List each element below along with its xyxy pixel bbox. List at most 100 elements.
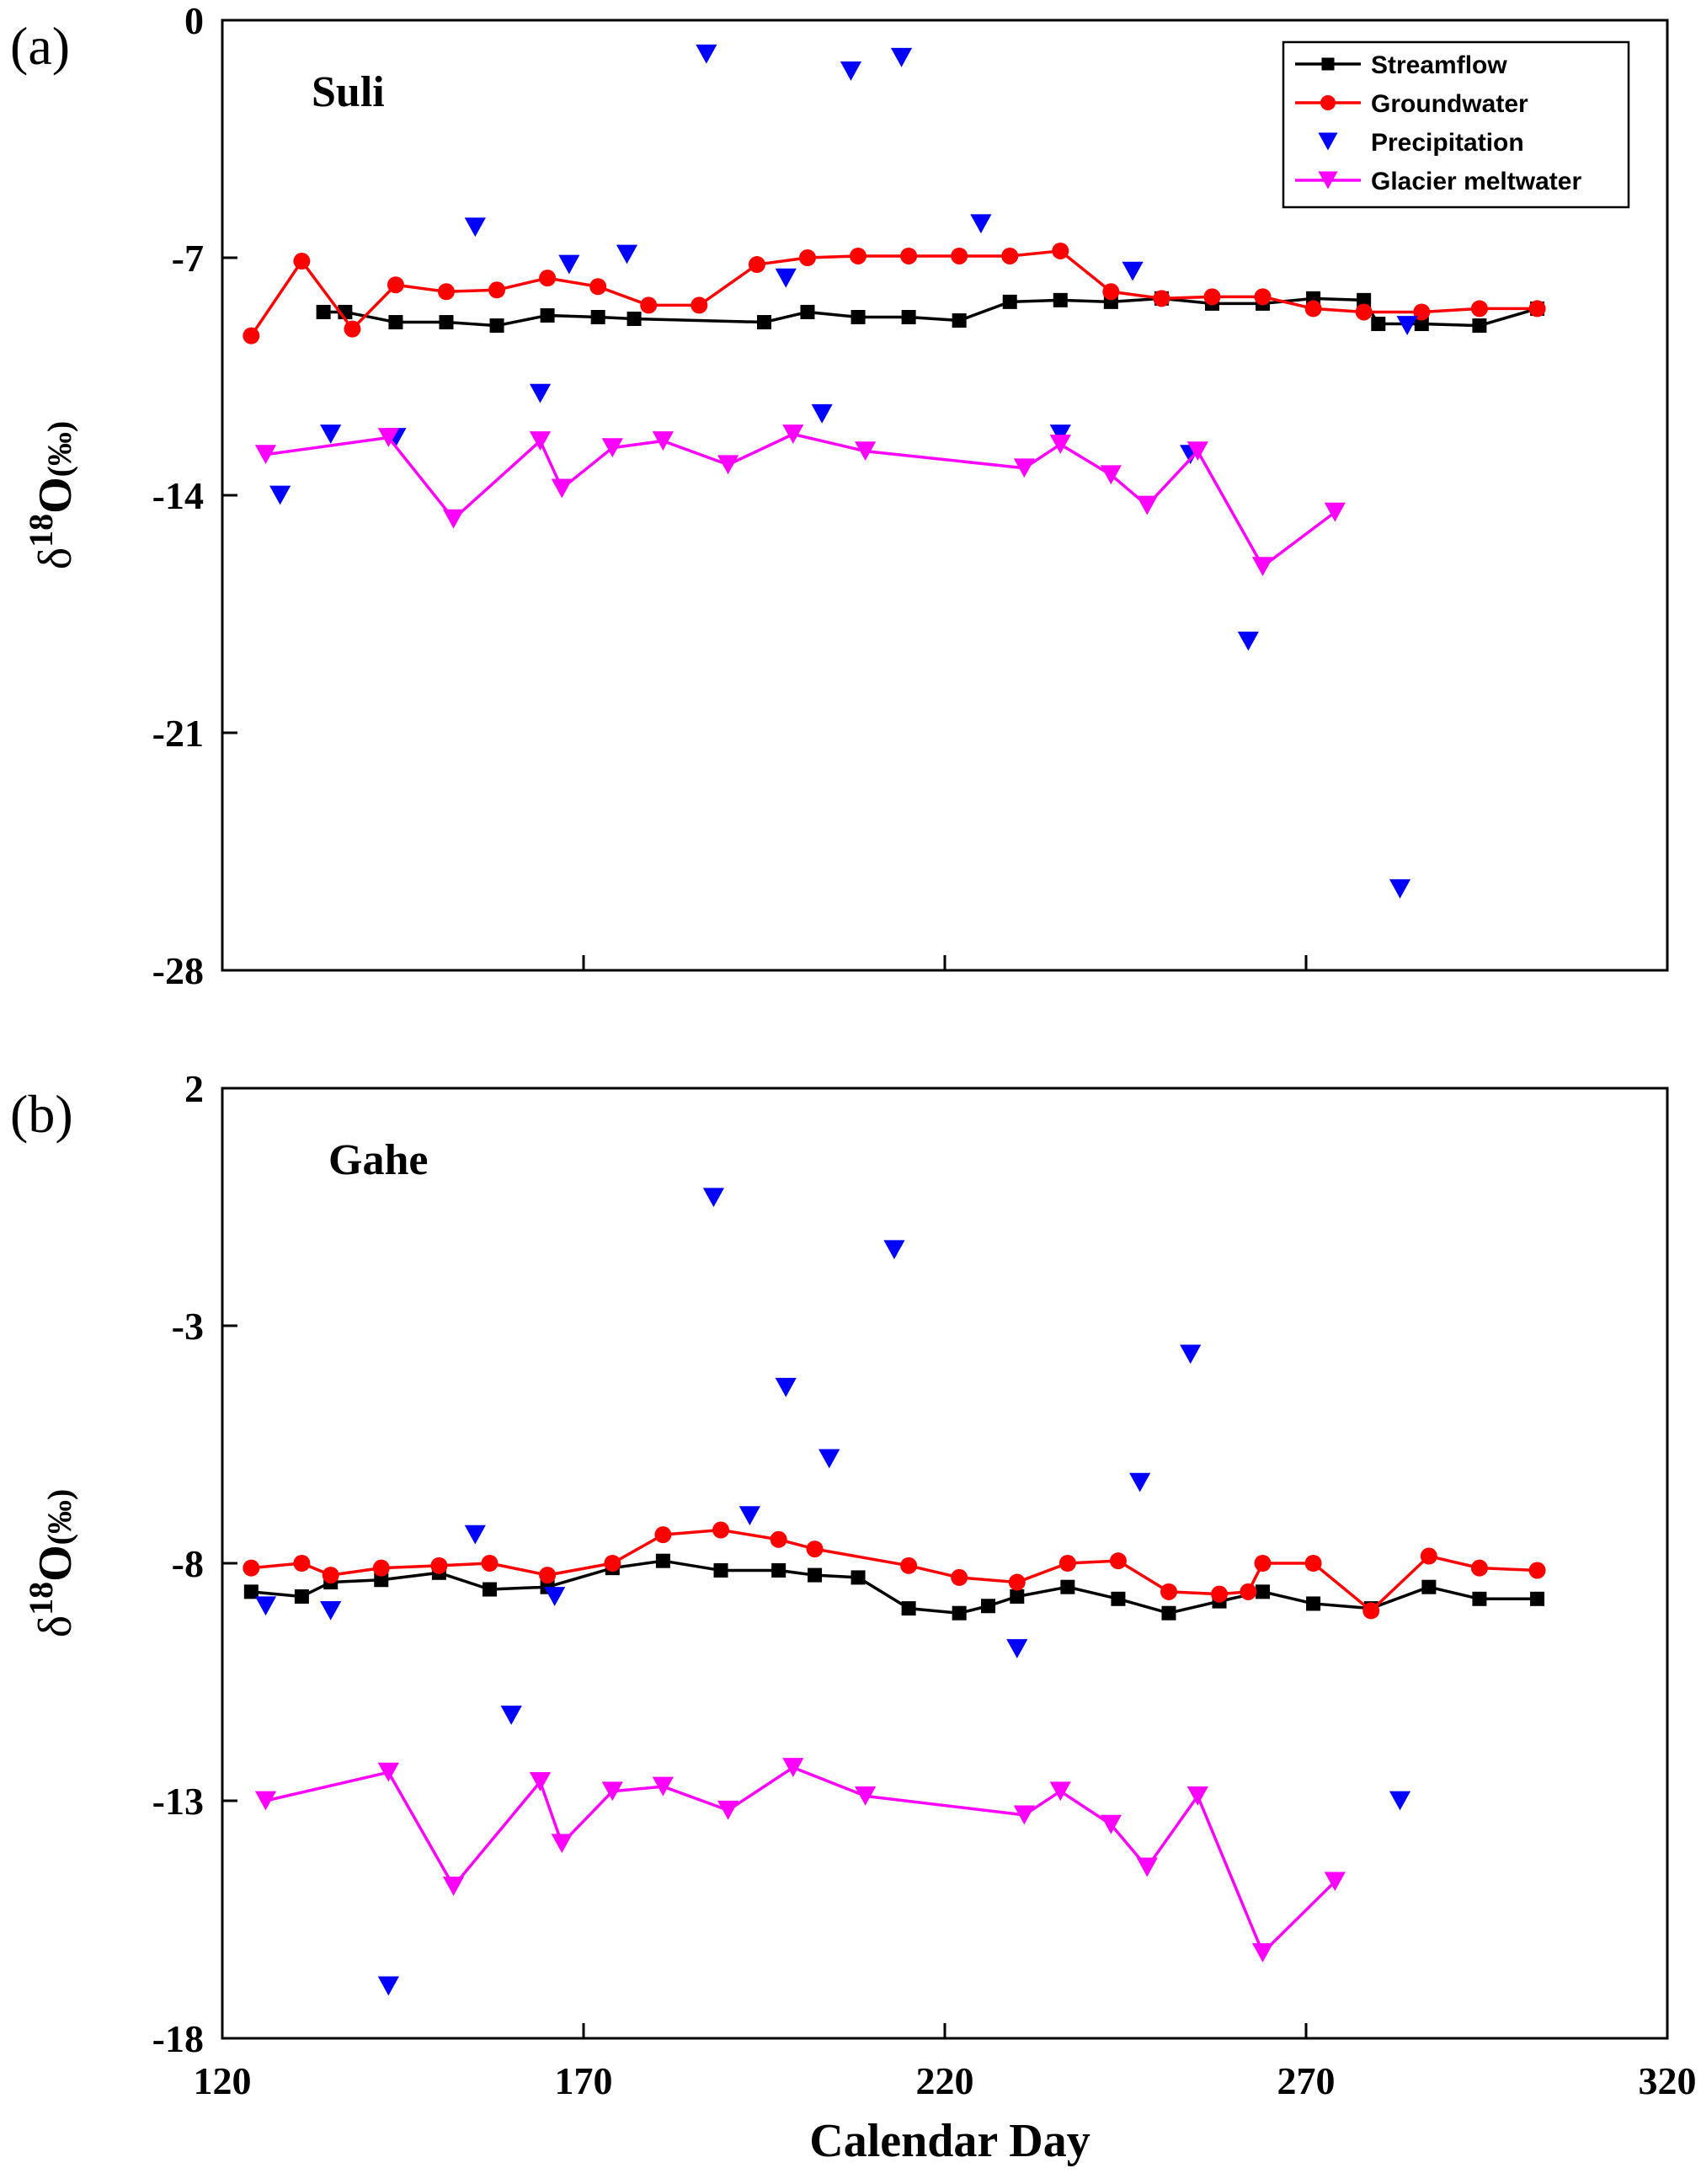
- data-point: [800, 304, 815, 319]
- data-point: [712, 1521, 730, 1539]
- data-point: [808, 1567, 823, 1583]
- series-line: [265, 1765, 1336, 1955]
- data-point: [1530, 1591, 1545, 1606]
- data-point: [717, 455, 739, 475]
- data-point: [1396, 316, 1418, 335]
- data-point: [952, 1605, 967, 1621]
- y-tick-label: -8: [172, 1542, 204, 1585]
- data-point: [654, 1526, 672, 1544]
- data-point: [320, 425, 342, 444]
- data-point: [322, 1567, 339, 1584]
- data-point: [1254, 1555, 1272, 1572]
- data-point: [1006, 1639, 1028, 1658]
- data-point: [243, 1559, 260, 1577]
- data-point: [1100, 1814, 1122, 1834]
- legend-label: Streamflow: [1371, 51, 1507, 79]
- site-label: Gahe: [328, 1136, 428, 1184]
- data-point: [387, 276, 404, 294]
- data-point: [840, 61, 862, 81]
- data-point: [590, 310, 605, 324]
- data-point: [254, 1791, 277, 1811]
- data-point: [1256, 1584, 1271, 1599]
- data-point: [1102, 283, 1120, 301]
- data-point: [437, 283, 455, 301]
- data-point: [254, 445, 277, 465]
- data-point: [1528, 1562, 1546, 1579]
- data-point: [890, 47, 913, 67]
- data-point: [1211, 1585, 1229, 1603]
- data-point: [529, 383, 552, 403]
- data-point: [757, 315, 771, 330]
- data-point: [293, 1555, 311, 1572]
- y-axis-title-unit: (‰): [40, 1489, 78, 1546]
- data-point: [855, 441, 877, 462]
- data-point: [951, 1568, 968, 1586]
- data-point: [558, 254, 580, 275]
- legend-marker: [1318, 171, 1338, 190]
- data-point: [551, 1834, 573, 1854]
- y-tick-label: -21: [152, 712, 204, 755]
- data-point: [1049, 435, 1071, 454]
- series-precipitation: [269, 44, 1418, 899]
- data-point: [1008, 1573, 1026, 1591]
- data-point: [374, 1573, 389, 1588]
- data-point: [1528, 300, 1546, 318]
- legend-marker: [1318, 132, 1338, 151]
- data-point: [1058, 1555, 1076, 1572]
- series-glacier-meltwater: [254, 1758, 1346, 1962]
- data-point: [1421, 1579, 1437, 1594]
- x-tick-label: 320: [1639, 2059, 1697, 2102]
- data-point: [1160, 1583, 1177, 1600]
- data-point: [1306, 1596, 1321, 1611]
- data-point: [775, 268, 797, 288]
- y-tick-label: -7: [172, 237, 204, 280]
- y-axis-title: δ18O(‰): [22, 421, 82, 570]
- data-point: [627, 312, 642, 327]
- data-point: [1420, 1547, 1437, 1565]
- data-point: [1013, 458, 1035, 478]
- legend-marker: [1320, 95, 1336, 110]
- data-point: [1052, 242, 1069, 259]
- data-point: [652, 1776, 674, 1797]
- legend-entry: Glacier meltwater: [1295, 168, 1581, 195]
- y-axis-title-unit: (‰): [40, 421, 78, 478]
- data-point: [819, 1449, 840, 1469]
- legend-label: Precipitation: [1371, 129, 1524, 157]
- data-point: [1240, 1583, 1257, 1600]
- data-point: [1109, 1552, 1127, 1570]
- data-point: [1371, 317, 1386, 332]
- data-point: [901, 1601, 916, 1616]
- data-point: [980, 1599, 995, 1614]
- data-point: [372, 1559, 390, 1577]
- data-point: [243, 327, 260, 344]
- data-point: [616, 244, 638, 264]
- data-point: [883, 1240, 905, 1260]
- data-point: [1136, 495, 1158, 515]
- data-point: [717, 1800, 739, 1820]
- data-point: [1100, 465, 1122, 485]
- legend: Streamflow Groundwater Precipitation Glacie…: [1282, 40, 1630, 209]
- data-point: [850, 247, 867, 264]
- data-point: [1049, 1781, 1071, 1802]
- data-point: [1472, 1591, 1487, 1606]
- legend-marker: [1321, 57, 1335, 71]
- data-point: [1013, 1805, 1035, 1825]
- legend-label: Glacier meltwater: [1371, 168, 1581, 195]
- data-point: [1049, 425, 1071, 444]
- y-axis-title-sup: 18: [22, 514, 60, 547]
- legend-entry: Streamflow: [1295, 51, 1507, 79]
- data-point: [691, 296, 708, 314]
- data-point: [850, 310, 866, 324]
- y-tick-label: -13: [152, 1780, 204, 1823]
- series-glacier-meltwater: [254, 425, 1346, 576]
- data-point: [1324, 502, 1346, 522]
- data-point: [1389, 878, 1411, 899]
- data-point: [430, 1557, 448, 1574]
- y-axis-title: δ18O(‰): [22, 1489, 82, 1638]
- data-point: [771, 1562, 787, 1578]
- data-point: [952, 313, 967, 328]
- data-point: [739, 1506, 760, 1525]
- data-point: [1357, 292, 1372, 307]
- data-point: [377, 1762, 399, 1782]
